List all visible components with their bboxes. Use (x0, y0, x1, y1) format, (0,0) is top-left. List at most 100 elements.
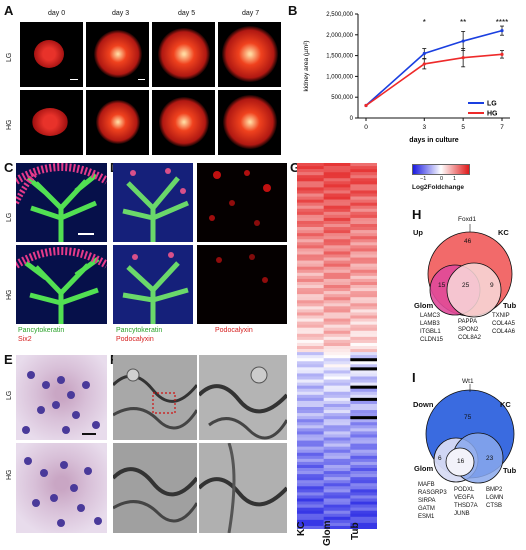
heatmap-cell (350, 224, 377, 228)
podocalyxin-image-hg (197, 245, 287, 324)
heatmap-cell (323, 278, 351, 283)
heatmap-cell (323, 474, 351, 478)
significance-marker: ** (460, 18, 466, 27)
heatmap-cell (323, 324, 351, 328)
heatmap-cell (323, 288, 351, 292)
heatmap-cell (297, 175, 324, 179)
heatmap-cell (350, 370, 377, 374)
heatmap-cell (323, 400, 351, 405)
heatmap-cell (350, 373, 377, 377)
heatmap-cell (297, 260, 324, 264)
heatmap-cell (350, 489, 377, 493)
heatmap-cell (350, 346, 377, 350)
heatmap-cell (350, 422, 377, 426)
heatmap-cell (297, 257, 324, 261)
heatmap-cell (350, 175, 377, 179)
heatmap-cell (297, 367, 324, 371)
kidney-image-hg-day5 (152, 90, 215, 155)
i-set-tub: Tub (503, 466, 517, 475)
heatmap-cell (323, 163, 351, 167)
heatmap-cell (350, 477, 377, 481)
heatmap-cell (350, 461, 377, 466)
heatmap-cell (323, 501, 351, 505)
heatmap-cell (297, 400, 324, 405)
heatmap-cell (297, 248, 324, 252)
heatmap-cell (323, 190, 351, 194)
heatmap-cell (323, 370, 351, 374)
heatmap-cell (297, 446, 324, 450)
heatmap-cell (350, 504, 377, 508)
heatmap-cell (323, 458, 351, 463)
heatmap-cell (350, 516, 377, 521)
heatmap-cell (297, 394, 324, 399)
c-stain-six2: Six2 (18, 336, 32, 343)
heatmap-cell (297, 272, 324, 277)
heatmap-cell (297, 474, 324, 478)
heatmap-cell (297, 504, 324, 508)
heatmap-cell (297, 163, 324, 167)
heatmap-cell (297, 178, 324, 182)
day0-label: day 0 (48, 10, 66, 17)
heatmap-cell (297, 220, 324, 225)
heatmap-cell (323, 394, 351, 399)
heatmap-cell (350, 468, 377, 472)
heatmap-cell (323, 327, 351, 332)
venn-down (425, 384, 515, 484)
y-tick-label: 2,500,000 (326, 12, 353, 18)
colorbar-title: Log2Foldchange (412, 184, 464, 191)
heatmap-cell (350, 202, 377, 206)
legend-label-lg: LG (487, 101, 497, 108)
panel-e-label: E (4, 352, 13, 367)
heatmap-cell (297, 275, 324, 280)
heatmap-cell (323, 461, 351, 466)
i-genes-glom: MAFB RASGRP3 SIRPA GATM ESM1 (418, 482, 447, 520)
i-set-kc: KC (500, 400, 511, 409)
legend-label-hg: HG (487, 111, 498, 118)
histology-image-lg (16, 355, 107, 440)
heatmap-cell (297, 333, 324, 338)
heatmap-cell (297, 266, 324, 271)
x-axis-title: days in culture (409, 137, 459, 144)
heatmap-cell (297, 285, 324, 289)
heatmap-cell (297, 501, 324, 505)
heatmap-cell (350, 446, 377, 450)
heatmap-cell (323, 519, 351, 524)
heatmap-cell (350, 318, 377, 322)
heatmap-cell (323, 437, 351, 441)
i-set-glom: Glom (414, 464, 434, 473)
heatmap-cell (297, 294, 324, 298)
heatmap-cell (323, 242, 351, 246)
heatmap-cell (350, 233, 377, 237)
heatmap-cell (323, 330, 351, 335)
heatmap-cell (323, 303, 351, 307)
heatmap-cell (350, 474, 377, 478)
heatmap-cell (297, 525, 324, 529)
heatmap-cell (297, 388, 324, 393)
heatmap-cell (297, 281, 324, 286)
heatmap-cell (297, 382, 324, 386)
heatmap-cell (350, 507, 377, 511)
heatmap-cell (297, 269, 324, 274)
heatmap-cell (350, 269, 377, 274)
heatmap-cell (350, 434, 377, 438)
x-tick-label: 0 (364, 124, 368, 131)
panel-g-label: G (290, 160, 301, 175)
heatmap-cell (350, 403, 377, 408)
heatmap-cell (297, 364, 324, 368)
heatmap-cell (297, 422, 324, 426)
i-count-all: 16 (457, 458, 465, 465)
heatmap-cell (297, 190, 324, 194)
heatmap-cell (323, 184, 351, 188)
heatmap-cell (350, 248, 377, 252)
heatmap-cell (297, 227, 324, 231)
heatmap-cell (297, 413, 324, 417)
heatmap-cell (323, 193, 351, 197)
d-stain-pancytokeratin: Pancytokeratin (116, 327, 163, 334)
colorbar (412, 164, 470, 175)
heatmap-cell (350, 355, 377, 359)
h-set-glom: Glom (414, 301, 434, 310)
data-point-hg (364, 103, 368, 108)
heatmap-cell (323, 263, 351, 267)
heatmap-cell (323, 391, 351, 396)
heatmap-cell (297, 513, 324, 518)
